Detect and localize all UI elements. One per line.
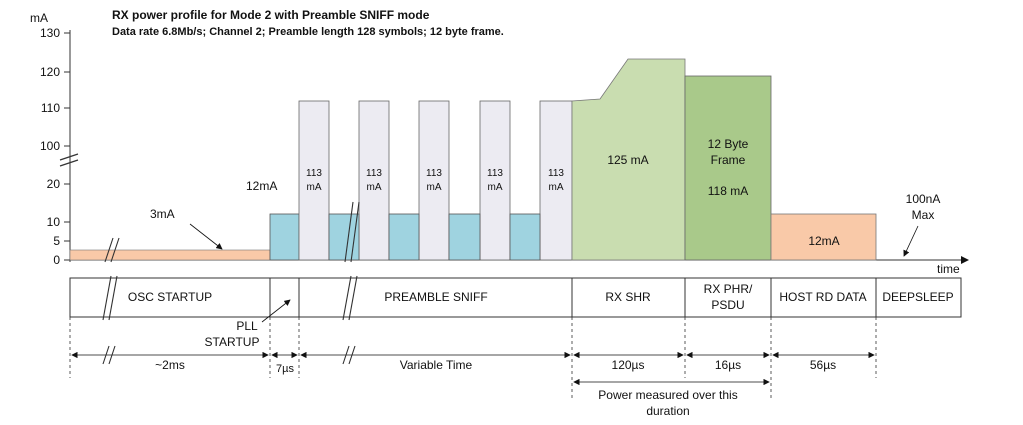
duration-sniff: Variable Time [400,358,473,372]
pulse-labels: 113 mA 113 mA 113 mA 113 mA 113 mA [306,168,564,193]
pulse-1-unit: mA [307,182,322,193]
y-tick-100: 100 [40,139,60,153]
osc-current-arrow [189,223,223,250]
y-tick-120: 120 [40,65,60,79]
power-note-line1: Power measured over this [598,388,737,402]
sniff-gap-2 [388,213,420,261]
phase-bar [69,277,962,318]
duration-host: 56µs [810,358,836,372]
pulse-1-value: 113 [306,168,322,179]
pulse-5-value: 113 [548,168,564,179]
pulse-4-value: 113 [487,168,503,179]
pll-startup-line2: STARTUP [205,335,260,349]
phase-rx-shr: RX SHR [605,290,651,304]
phase-preamble-sniff: PREAMBLE SNIFF [384,290,487,304]
deepsleep-arrow [903,225,919,257]
sniff-pulse-1 [298,100,330,261]
frame-label-line2: Frame [711,153,746,167]
power-note-line2: duration [646,404,689,418]
phase-rx-phr-line2: PSDU [711,298,744,312]
phase-rx-phr-line1: RX PHR/ [704,282,753,296]
phase-deepsleep: DEEPSLEEP [882,290,953,304]
duration-osc: ~2ms [155,358,185,372]
y-ticks: 130 120 110 100 20 10 5 0 [40,26,70,267]
pulse-5-unit: mA [549,182,564,193]
duration-rx-phr: 16µs [715,358,741,372]
frame-label-line1: 12 Byte [708,137,749,151]
y-tick-5: 5 [53,234,60,248]
pulse-2-value: 113 [366,168,382,179]
y-tick-0: 0 [53,253,60,267]
y-axis-unit: mA [30,11,48,25]
y-axis-break [59,153,79,167]
pulse-2-unit: mA [367,182,382,193]
sniff-gap-4 [509,213,541,261]
phase-host-rd-data: HOST RD DATA [779,290,866,304]
chart-subtitle: Data rate 6.8Mb/s; Channel 2; Preamble l… [112,26,504,38]
phase-dividers [269,278,877,317]
pll-current-label: 12mA [246,179,277,193]
y-tick-20: 20 [47,177,61,191]
sniff-pulse-2 [358,100,390,261]
bar-break-marks [102,275,358,321]
x-axis-label: time [937,262,960,276]
phase-osc-startup: OSC STARTUP [128,290,212,304]
pll-startup-block [269,213,300,261]
sniff-pulse-5 [539,100,573,261]
time-break-marks [104,201,360,263]
sniff-gap-3 [448,213,481,261]
duration-rx-shr: 120µs [612,358,645,372]
deepsleep-current-line1: 100nA [906,192,941,206]
pll-startup-arrow [261,299,291,323]
osc-startup-block [69,249,271,261]
duration-arrows [71,351,875,386]
y-tick-130: 130 [40,26,60,40]
sniff-pulse-3 [418,100,450,261]
frame-current-label: 118 mA [708,184,748,198]
y-tick-110: 110 [41,101,60,115]
pulse-4-unit: mA [488,182,503,193]
deepsleep-current-line2: Max [912,208,935,222]
host-rd-block [770,213,877,261]
osc-current-label: 3mA [150,207,175,221]
pulse-3-unit: mA [427,182,442,193]
timing-dashes [69,317,877,398]
host-current-label: 12mA [808,234,839,248]
duration-pll: 7µs [276,363,294,375]
y-tick-10: 10 [47,215,61,229]
duration-break-marks [102,345,356,365]
sniff-pulse-4 [479,100,511,261]
rx-phr-block [684,75,772,261]
pll-startup-line1: PLL [236,319,258,333]
duration-osc-bg [150,358,200,372]
shr-current-label: 125 mA [607,153,648,167]
chart-title: RX power profile for Mode 2 with Preambl… [112,8,430,22]
pulse-3-value: 113 [426,168,442,179]
